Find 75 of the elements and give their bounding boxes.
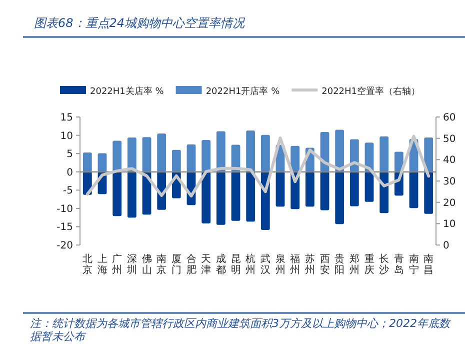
bar [172, 150, 181, 172]
x-tick-label: 天津 [201, 254, 212, 276]
bar [246, 130, 256, 172]
y2-tick-label: 30 [443, 176, 456, 188]
y-tick-label: -5 [63, 186, 73, 197]
bar [246, 172, 256, 222]
bar [424, 172, 434, 214]
x-tick-label: 合肥 [186, 253, 196, 276]
x-tick-label: 南宁 [408, 253, 419, 276]
y-tick-label: -20 [56, 240, 73, 252]
y2-tick-label: 0 [443, 240, 450, 252]
bar [335, 172, 344, 224]
x-tick-label: 广州 [112, 253, 122, 276]
bar [276, 172, 285, 207]
bar [127, 172, 136, 218]
y-tick-label: 5 [66, 149, 73, 160]
x-tick-label: 泉州 [275, 253, 286, 276]
bar [290, 146, 300, 172]
y-tick-label: 10 [60, 130, 73, 142]
bar [305, 172, 314, 207]
line-series [86, 134, 430, 198]
y2-tick-label: 10 [443, 219, 456, 230]
x-tick-label: 长沙 [379, 253, 390, 276]
x-tick-label: 昆明 [230, 254, 241, 276]
bar [216, 131, 226, 172]
x-tick-label: 深圳 [126, 253, 137, 276]
bar [112, 140, 122, 172]
bar [142, 137, 152, 172]
x-tick-label: 青岛 [394, 253, 404, 276]
y-tick-label: 15 [60, 112, 73, 124]
x-tick-label: 杭州 [244, 253, 256, 276]
y2-tick-label: 60 [443, 112, 456, 124]
bar [335, 130, 344, 172]
bar [380, 136, 389, 172]
legend-label: 2022H1空置率（右轴） [322, 86, 420, 97]
bar [82, 152, 92, 172]
x-tick-label: 上海 [97, 253, 108, 276]
x-tick-label: 郑州 [349, 253, 360, 276]
bar [98, 153, 107, 172]
bar [186, 144, 196, 172]
chart-title: 图表68：重点24城购物中心空置率情况 [34, 16, 246, 30]
x-tick-label: 贵阳 [334, 253, 345, 276]
text: 注：统计数据为各城市管辖行政区内商业建筑面积3万方及以上购物中心；2022年底数据暂未公布 [30, 317, 452, 343]
bar [350, 172, 359, 206]
x-tick-label: 苏州 [304, 253, 315, 276]
y2-tick-label: 20 [443, 198, 456, 209]
x-tick-label: 西安 [320, 254, 330, 276]
x-tick-label: 北京 [82, 253, 92, 276]
y2-tick-label: 50 [443, 134, 456, 145]
x-tick-label: 重庆 [364, 253, 374, 276]
x-tick-label: 南京 [156, 253, 167, 276]
x-tick-label: 佛山 [142, 254, 152, 276]
bar [202, 172, 211, 224]
bar [320, 172, 330, 210]
bar [202, 140, 211, 172]
x-tick-label: 武汉 [260, 253, 270, 276]
bar [157, 133, 166, 172]
legend-label: 2022H1开店率 % [206, 86, 280, 97]
bar [127, 137, 136, 172]
x-tick-label: 厦门 [171, 254, 182, 276]
bar [112, 172, 122, 216]
y2-tick-label: 40 [443, 155, 456, 166]
bar [231, 172, 240, 221]
x-tick-label: 南昌 [424, 253, 434, 276]
x-tick-label: 成都 [216, 253, 226, 276]
y-tick-label: -15 [56, 222, 73, 234]
legend-label: 2022H1关店率 % [90, 86, 164, 97]
bar [424, 137, 434, 172]
y-tick-label: -10 [56, 204, 73, 215]
bar [364, 172, 374, 202]
bar [216, 172, 226, 225]
y-tick-label: 0 [66, 167, 73, 178]
bar [409, 172, 418, 208]
bar [260, 134, 270, 172]
x-tick-label: 福州 [290, 253, 300, 276]
